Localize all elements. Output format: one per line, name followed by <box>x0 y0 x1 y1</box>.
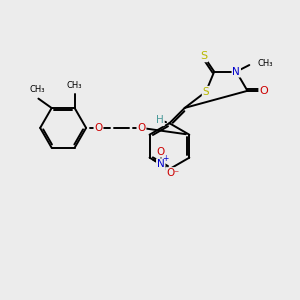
Text: +: + <box>162 154 168 163</box>
Text: H: H <box>156 115 164 125</box>
Text: CH₃: CH₃ <box>67 81 83 90</box>
Text: O: O <box>137 123 146 133</box>
Text: O: O <box>94 123 103 133</box>
Text: CH₃: CH₃ <box>258 59 273 68</box>
Text: ⁻: ⁻ <box>173 169 178 179</box>
Text: CH₃: CH₃ <box>29 85 45 94</box>
Text: O: O <box>166 168 174 178</box>
Text: S: S <box>202 87 209 97</box>
Text: S: S <box>200 51 207 62</box>
Text: O: O <box>259 86 268 96</box>
Text: O: O <box>157 147 165 157</box>
Text: N: N <box>157 159 165 169</box>
Text: N: N <box>232 67 240 77</box>
